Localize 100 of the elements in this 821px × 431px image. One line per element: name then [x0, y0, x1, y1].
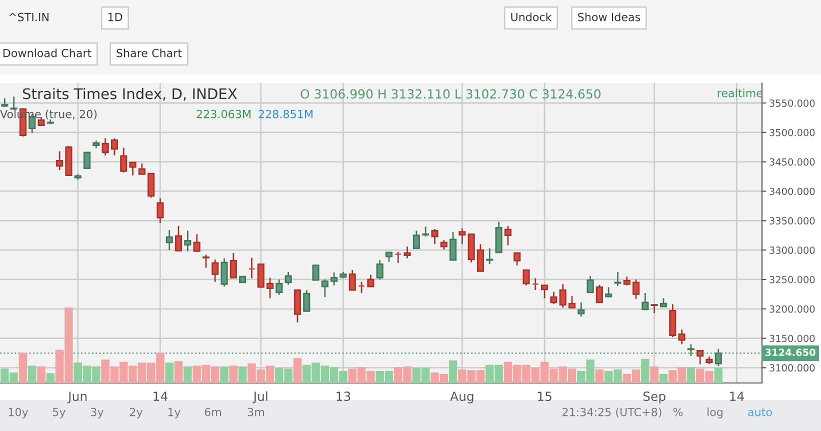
- bar: [448, 360, 458, 383]
- candlestick: [568, 295, 576, 309]
- bar: [174, 361, 183, 383]
- candlestick: [120, 147, 128, 174]
- bar: [650, 366, 658, 383]
- text: Share Chart: [116, 48, 182, 58]
- candlestick: [83, 152, 91, 169]
- candlestick: [550, 291, 558, 305]
- candlestick: [422, 226, 430, 238]
- text: 3m: [248, 408, 264, 416]
- candlestick: [376, 259, 384, 280]
- candlestick: [522, 269, 530, 286]
- bar: [686, 367, 696, 383]
- y-tick-label: 3250.000: [770, 276, 815, 284]
- x-tick-label: 14: [730, 392, 744, 401]
- y-tick-label: 3300.000: [770, 246, 815, 254]
- candlestick: [559, 283, 566, 308]
- bar: [28, 366, 36, 383]
- annotation: 223.063M: [196, 110, 250, 118]
- bar: [184, 366, 192, 383]
- candlestick: [212, 258, 219, 283]
- candlestick: [220, 258, 228, 288]
- x-tick-label: 14: [154, 392, 168, 401]
- candlestick: [193, 233, 200, 252]
- candlestick: [10, 96, 18, 111]
- annotation: 228.851M: [258, 110, 312, 118]
- candlestick: [129, 162, 136, 176]
- text: 5y: [53, 408, 66, 418]
- text: 1D: [108, 12, 122, 22]
- text: %: [673, 408, 683, 416]
- candlestick: [303, 289, 310, 312]
- ref-line-label: 3124.650: [765, 348, 816, 356]
- x-tick-label: 15: [538, 392, 552, 402]
- y-tick-label: 3500.000: [770, 128, 815, 136]
- candlestick: [514, 252, 521, 266]
- bar: [238, 366, 247, 383]
- candlestick: [110, 138, 118, 156]
- candlestick: [156, 198, 164, 224]
- candlestick: [450, 231, 457, 261]
- bar: [37, 366, 46, 383]
- bar: [165, 362, 174, 383]
- bar: [641, 358, 650, 383]
- chart-title: Straits Times Index, D, INDEX: [22, 88, 237, 101]
- candlestick: [394, 251, 402, 264]
- candlestick: [532, 278, 539, 291]
- candlestick: [230, 252, 237, 278]
- candlestick: [404, 246, 411, 259]
- candlestick: [504, 225, 512, 246]
- bar: [659, 374, 668, 383]
- candlestick: [476, 243, 484, 272]
- bar: [293, 358, 302, 383]
- candlestick: [586, 275, 594, 294]
- chart-subtitle: O 3106.990 H 3132.110 L 3102.730 C 3124.650: [300, 89, 600, 99]
- bar: [714, 368, 723, 383]
- candlestick: [138, 162, 146, 175]
- candlestick: [184, 230, 192, 252]
- candlestick: [358, 281, 366, 294]
- candlestick: [385, 252, 393, 263]
- candlestick: [321, 278, 328, 298]
- text: log: [708, 408, 722, 418]
- candlestick: [650, 304, 658, 314]
- candlestick: [56, 150, 64, 171]
- text: 6m: [204, 408, 222, 416]
- candlestick: [248, 257, 256, 279]
- candlestick: [174, 225, 182, 252]
- x-tick-label: 13: [336, 392, 350, 402]
- x-tick-label: Jun: [67, 392, 87, 404]
- text: 21:34:25 (UTC+8): [562, 408, 662, 418]
- candlestick: [367, 274, 374, 288]
- text: Undock: [511, 12, 552, 22]
- y-tick-label: 3100.000: [770, 364, 815, 372]
- candlestick: [440, 239, 448, 250]
- candlestick: [632, 278, 640, 300]
- y-tick-label: 3150.000: [770, 334, 815, 342]
- y-tick-label: 3200.000: [770, 305, 815, 313]
- candlestick: [431, 228, 438, 245]
- bar: [220, 366, 228, 383]
- y-tick-label: 3350.000: [770, 217, 815, 224]
- candlestick: [348, 269, 356, 291]
- candlestick: [330, 272, 338, 286]
- text: Show Ideas: [578, 12, 640, 22]
- text: ^STI.IN: [9, 12, 48, 22]
- candlestick: [102, 138, 109, 156]
- candlestick: [578, 302, 585, 318]
- text: 10y: [8, 408, 28, 418]
- candlestick: [202, 254, 210, 268]
- candlestick: [284, 271, 292, 286]
- candlestick: [266, 277, 274, 299]
- text: Download Chart: [3, 48, 92, 58]
- candlestick: [276, 278, 283, 296]
- candlestick: [166, 229, 173, 251]
- y-tick-label: 3450.000: [770, 158, 815, 166]
- candlestick: [596, 284, 603, 304]
- y-tick-label: 3400.000: [770, 188, 815, 196]
- candlestick: [486, 248, 494, 265]
- candlestick: [412, 230, 420, 249]
- bar: [46, 373, 55, 383]
- x-tick-label: Aug: [450, 392, 474, 404]
- x-tick-label: Sep: [643, 392, 666, 404]
- candlestick: [696, 350, 704, 365]
